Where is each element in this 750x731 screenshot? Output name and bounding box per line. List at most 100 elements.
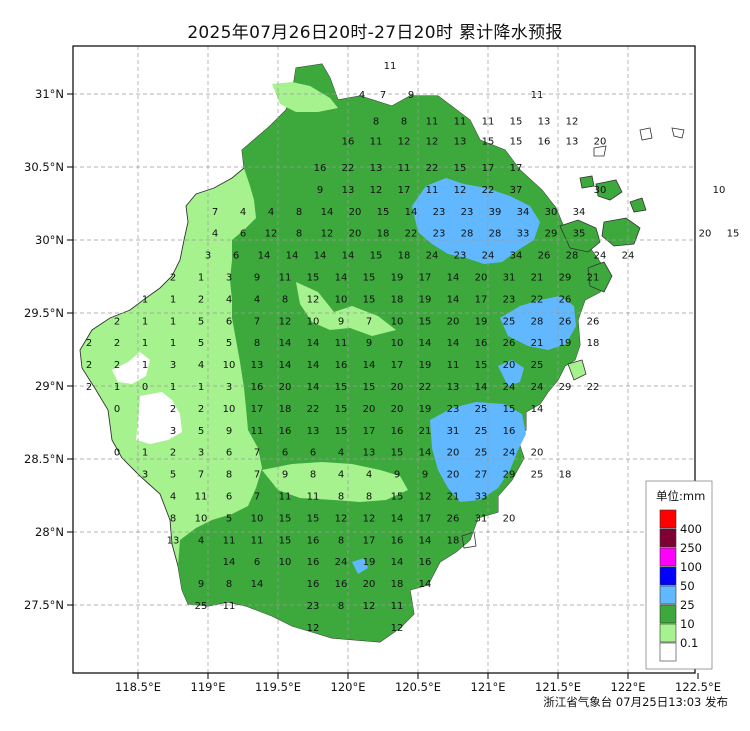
station-value: 31 [475,513,488,524]
station-value: 15 [307,513,320,524]
station-value: 12 [370,185,383,196]
station-value: 16 [391,426,404,437]
station-value: 4 [338,470,344,481]
station-value: 13 [454,137,467,148]
station-value: 19 [419,360,432,371]
station-value: 22 [587,382,600,393]
legend-swatch [659,547,677,567]
no-rain-area-southwest [136,392,182,444]
station-value: 24 [594,251,607,262]
station-value: 29 [559,273,572,284]
station-value: 20 [279,382,292,393]
station-value: 2 [114,316,120,327]
island-outline-1 [639,127,653,141]
station-value: 6 [226,448,232,459]
station-value: 25 [195,601,208,612]
station-value: 11 [251,426,264,437]
station-value: 9 [366,338,372,349]
station-values: 1 14 7 9 1 18 8 11 11 11 15 13 12 16 11 12 12 13 15 15 16 13 2… [86,61,740,634]
station-value: 9 [338,316,344,327]
station-value: 14 [405,207,418,218]
station-value: 3 [170,426,176,437]
station-value: 4 [366,470,372,481]
station-value: 18 [398,251,411,262]
station-value: 11 [391,601,404,612]
station-value: 15 [307,273,320,284]
station-value: 14 [419,448,432,459]
station-value: 14 [223,557,236,568]
station-value: 6 [226,492,232,503]
station-value: 2 [86,338,92,349]
station-value: 16 [251,382,264,393]
station-value: 14 [419,338,432,349]
rain-zone-25-50-dot [352,558,368,574]
station-value: 22 [307,404,320,415]
station-value: 34 [510,251,523,262]
island-zhoushan [559,219,601,253]
station-value: 7 [212,207,218,218]
issue-footer: 浙江省气象台 07月25日13:03 发布 [543,695,728,709]
lat-tick-label: 29°N [35,379,64,393]
station-value: 2 [170,404,176,415]
station-value: 18 [377,229,390,240]
station-value: 15 [391,492,404,503]
island-outline-2 [593,145,607,157]
station-value: 12 [419,492,432,503]
station-value: 39 [489,207,502,218]
station-value: 12 [307,623,320,634]
legend-label: 250 [680,541,702,555]
legend-swatch [659,566,677,586]
station-value: 19 [391,273,404,284]
station-value: 7 [254,470,260,481]
station-value: 14 [447,294,460,305]
station-value: 11 [279,492,292,503]
rain-zone-25-50-central [498,360,524,386]
station-value: 10 [335,294,348,305]
station-value: 4 [170,492,176,503]
station-value: 5 [226,513,232,524]
station-value: 15 [279,513,292,524]
station-value: 15 [391,448,404,459]
station-value: 14 [419,535,432,546]
station-value: 14 [391,557,404,568]
station-value: 28 [489,229,502,240]
station-value: 7 [254,316,260,327]
station-value: 2 [86,360,92,371]
station-value: 24 [426,251,439,262]
station-value: 20 [503,513,516,524]
station-value: 10 [223,360,236,371]
station-value: 10 [279,557,292,568]
station-value: 21 [531,273,544,284]
legend-title: 单位:mm [656,489,705,503]
station-value: 9 [408,90,414,101]
station-value: 4 [359,90,365,101]
station-value: 23 [447,404,460,415]
station-value: 23 [454,251,467,262]
station-value: 13 [167,535,180,546]
station-value: 8 [170,513,176,524]
station-value: 23 [307,601,320,612]
light-patch-central [296,282,396,336]
station-value: 1 [142,316,148,327]
station-value: 12 [566,116,579,127]
station-value: 4 [240,207,246,218]
station-value: 14 [279,338,292,349]
station-value: 1 [142,338,148,349]
station-value: 6 [233,251,239,262]
station-value: 20 [503,360,516,371]
station-value: 7 [366,316,372,327]
station-value: 8 [338,492,344,503]
station-value: 13 [342,185,355,196]
no-rain-area-west [112,352,150,384]
lon-tick-label: 122°E [611,680,646,694]
station-value: 16 [307,579,320,590]
station-value: 22 [531,294,544,305]
station-value: 10 [195,513,208,524]
station-value: 30 [594,185,607,196]
station-value: 10 [713,185,726,196]
station-value: 34 [517,207,530,218]
station-value: 8 [310,470,316,481]
legend-label: 100 [680,560,702,574]
station-value: 24 [503,448,516,459]
station-value: 11 [426,116,439,127]
